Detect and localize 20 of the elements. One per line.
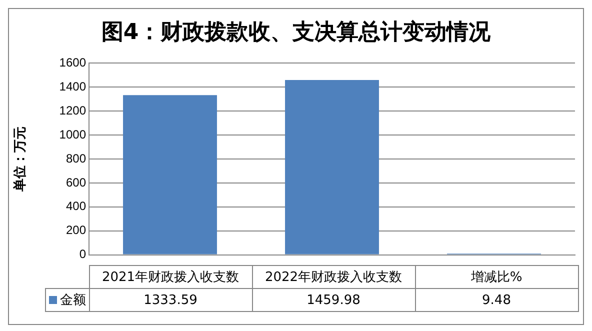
y-tick-label: 1600 — [59, 56, 86, 70]
y-axis-title: 单位：万元 — [12, 126, 28, 192]
bar — [123, 95, 217, 254]
x-tick-label: 2022年财政拨入收支数 — [252, 266, 415, 288]
chart-title: 图4：财政拨款收、支决算总计变动情况 — [100, 18, 492, 47]
y-tick-label: 800 — [66, 151, 86, 166]
data-label: 9.48 — [415, 288, 578, 312]
x-tick-label: 增减比% — [415, 266, 578, 288]
y-tick-label: 1400 — [59, 79, 86, 94]
data-label: 1333.59 — [89, 288, 252, 312]
bar — [285, 80, 379, 254]
y-tick-label: 400 — [66, 199, 86, 214]
y-tick-label: 1200 — [59, 103, 86, 118]
data-label: 1459.98 — [252, 288, 415, 312]
y-tick-label: 1000 — [59, 127, 86, 142]
x-tick-label: 2021年财政拨入收支数 — [89, 266, 252, 288]
y-tick-label: 0 — [79, 247, 86, 262]
y-tick-label: 200 — [66, 223, 86, 238]
legend-label: 金额 — [59, 293, 86, 308]
y-tick-label: 600 — [66, 175, 86, 190]
